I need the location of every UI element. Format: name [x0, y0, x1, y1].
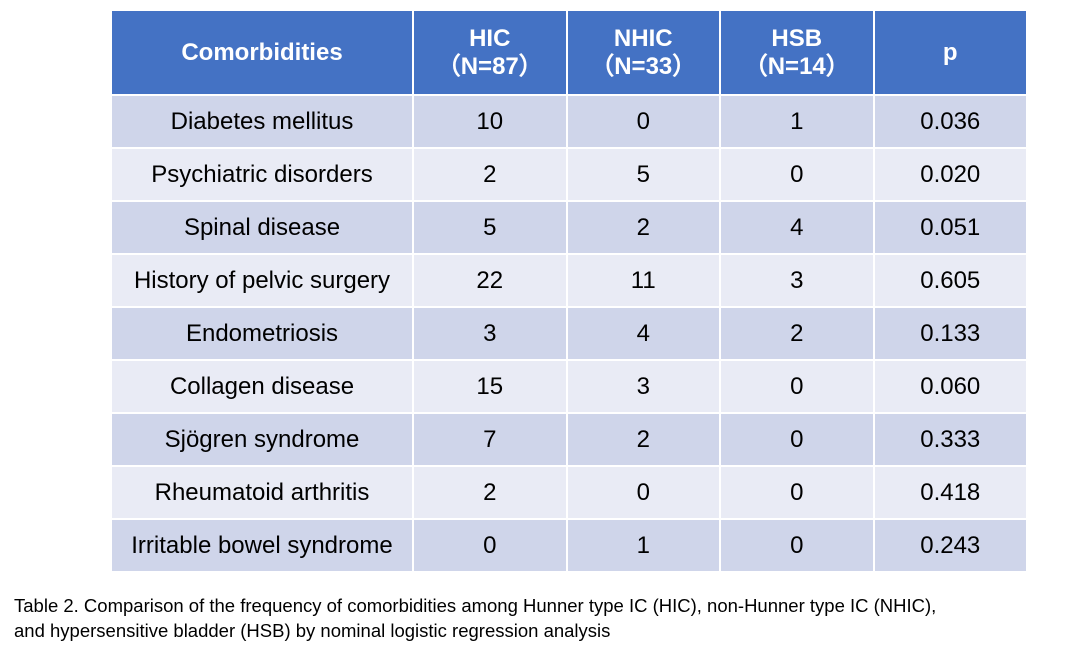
cell-nhic: 0 — [565, 465, 721, 520]
cell-hsb: 2 — [719, 306, 875, 361]
table-row: Spinal disease 5 2 4 0.051 — [110, 200, 1028, 255]
header-label: HIC — [469, 24, 511, 52]
cell-comorbidity: Sjögren syndrome — [110, 412, 414, 467]
cell-p: 0.020 — [872, 147, 1028, 202]
table-caption: Table 2. Comparison of the frequency of … — [14, 593, 1074, 643]
table-row: Diabetes mellitus 10 0 1 0.036 — [110, 94, 1028, 149]
table-row: Irritable bowel syndrome 0 1 0 0.243 — [110, 518, 1028, 573]
cell-comorbidity: Psychiatric disorders — [110, 147, 414, 202]
comorbidities-table: Comorbidities HIC （N=87） NHIC （N=33） HSB… — [110, 9, 1028, 573]
cell-hsb: 0 — [719, 147, 875, 202]
cell-hsb: 4 — [719, 200, 875, 255]
header-sublabel: （N=33） — [590, 52, 697, 80]
table-row: Collagen disease 15 3 0 0.060 — [110, 359, 1028, 414]
header-hic: HIC （N=87） — [412, 9, 568, 96]
cell-nhic: 2 — [565, 412, 721, 467]
table-row: Psychiatric disorders 2 5 0 0.020 — [110, 147, 1028, 202]
cell-hic: 2 — [412, 147, 568, 202]
cell-p: 0.051 — [872, 200, 1028, 255]
cell-hic: 0 — [412, 518, 568, 573]
cell-hsb: 1 — [719, 94, 875, 149]
header-label: HSB — [771, 24, 823, 52]
header-comorbidities: Comorbidities — [110, 9, 414, 96]
cell-nhic: 1 — [565, 518, 721, 573]
header-label: p — [942, 38, 958, 66]
cell-comorbidity: Irritable bowel syndrome — [110, 518, 414, 573]
cell-hic: 10 — [412, 94, 568, 149]
header-sublabel: （N=14） — [743, 52, 850, 80]
table-row: Endometriosis 3 4 2 0.133 — [110, 306, 1028, 361]
table-row: History of pelvic surgery 22 11 3 0.605 — [110, 253, 1028, 308]
cell-nhic: 2 — [565, 200, 721, 255]
cell-nhic: 0 — [565, 94, 721, 149]
header-p: p — [872, 9, 1028, 96]
cell-nhic: 11 — [565, 253, 721, 308]
cell-comorbidity: Endometriosis — [110, 306, 414, 361]
cell-p: 0.243 — [872, 518, 1028, 573]
cell-p: 0.036 — [872, 94, 1028, 149]
cell-comorbidity: Rheumatoid arthritis — [110, 465, 414, 520]
cell-p: 0.418 — [872, 465, 1028, 520]
cell-hic: 15 — [412, 359, 568, 414]
cell-hic: 2 — [412, 465, 568, 520]
cell-comorbidity: Collagen disease — [110, 359, 414, 414]
header-sublabel: （N=87） — [436, 52, 543, 80]
cell-hsb: 0 — [719, 465, 875, 520]
cell-comorbidity: Spinal disease — [110, 200, 414, 255]
table-row: Sjögren syndrome 7 2 0 0.333 — [110, 412, 1028, 467]
cell-hsb: 0 — [719, 359, 875, 414]
cell-nhic: 3 — [565, 359, 721, 414]
cell-hic: 5 — [412, 200, 568, 255]
cell-hsb: 0 — [719, 412, 875, 467]
caption-line-2: and hypersensitive bladder (HSB) by nomi… — [14, 620, 611, 641]
cell-nhic: 5 — [565, 147, 721, 202]
cell-p: 0.333 — [872, 412, 1028, 467]
cell-hsb: 0 — [719, 518, 875, 573]
cell-comorbidity: Diabetes mellitus — [110, 94, 414, 149]
cell-nhic: 4 — [565, 306, 721, 361]
table-header-row: Comorbidities HIC （N=87） NHIC （N=33） HSB… — [110, 9, 1028, 96]
table-row: Rheumatoid arthritis 2 0 0 0.418 — [110, 465, 1028, 520]
header-label: NHIC — [613, 24, 673, 52]
header-nhic: NHIC （N=33） — [565, 9, 721, 96]
cell-p: 0.605 — [872, 253, 1028, 308]
cell-hic: 7 — [412, 412, 568, 467]
cell-p: 0.060 — [872, 359, 1028, 414]
cell-comorbidity: History of pelvic surgery — [110, 253, 414, 308]
cell-hsb: 3 — [719, 253, 875, 308]
header-label: Comorbidities — [181, 38, 343, 66]
cell-hic: 3 — [412, 306, 568, 361]
caption-line-1: Table 2. Comparison of the frequency of … — [14, 595, 937, 616]
header-hsb: HSB （N=14） — [719, 9, 875, 96]
cell-p: 0.133 — [872, 306, 1028, 361]
cell-hic: 22 — [412, 253, 568, 308]
